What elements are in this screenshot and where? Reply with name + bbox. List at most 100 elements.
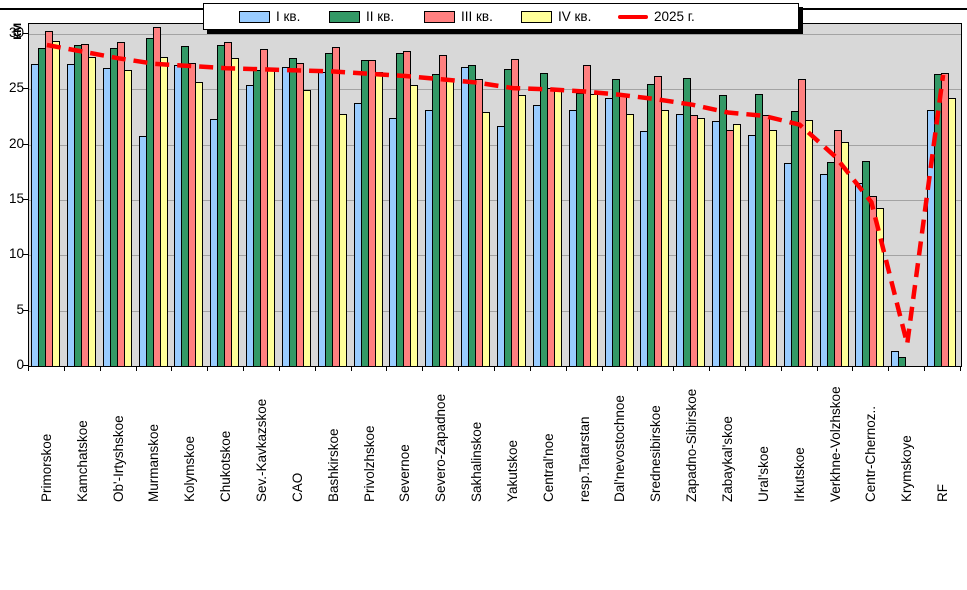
x-tick-mark	[816, 366, 818, 371]
y-tick-label: 15	[8, 190, 24, 206]
bar-IV-10	[410, 85, 419, 366]
x-category-label: Ural'skoe	[755, 446, 771, 502]
x-tick-mark	[960, 366, 961, 371]
x-tick-mark	[207, 366, 209, 371]
x-tick-mark	[494, 366, 495, 371]
y-tick-label: 10	[8, 246, 24, 262]
trend-line-2025	[46, 42, 946, 345]
legend-color-swatch	[521, 10, 552, 23]
y-tick-label: 20	[8, 135, 24, 151]
gridline	[29, 255, 961, 257]
x-category-label: Sev.-Kavkazskoe	[254, 398, 269, 502]
x-category-label: Sakhalinskoe	[469, 421, 485, 502]
x-category-label: Chukotskoe	[218, 430, 234, 502]
x-tick-mark	[852, 366, 854, 371]
x-tick-mark	[135, 366, 137, 371]
x-category-label: Bashkirskoe	[325, 428, 341, 502]
x-tick-mark	[673, 366, 675, 371]
gridline	[29, 144, 961, 146]
legend-color-swatch	[424, 10, 455, 23]
bar-IV-4	[195, 82, 204, 366]
bar-IV-25	[948, 98, 957, 366]
x-category-label: CAO	[289, 472, 305, 502]
legend-label: III кв.	[461, 9, 493, 24]
x-tick-mark	[744, 366, 746, 371]
x-category-label: Krymskoye	[899, 435, 915, 502]
gridline	[29, 199, 961, 201]
x-category-label: Murmanskoe	[146, 423, 162, 502]
bar-II-24	[898, 357, 907, 366]
x-tick-mark	[565, 366, 567, 371]
x-category-label: Severo-Zapadnoe	[433, 393, 449, 502]
x-category-label: resp.Tatarstan	[576, 416, 592, 502]
x-tick-mark	[637, 366, 639, 371]
x-category-label: Privolzhskoe	[361, 425, 377, 502]
x-category-label: Zapadno-Sibirskoe	[684, 388, 700, 502]
legend-item: IV кв.	[521, 4, 591, 29]
x-tick-mark	[386, 366, 388, 371]
x-category-label: Zabaykal'skoe	[720, 416, 735, 502]
x-category-label: Severnoe	[397, 444, 413, 502]
gridline	[29, 33, 961, 35]
bar-IV-18	[697, 118, 706, 366]
bar-IV-5	[231, 58, 240, 366]
y-tick-mark	[23, 198, 28, 200]
bar-IV-22	[840, 142, 849, 366]
legend-color-swatch	[239, 10, 270, 23]
x-tick-mark	[171, 366, 173, 371]
x-tick-mark	[709, 366, 711, 371]
y-tick-mark	[23, 32, 28, 34]
legend-item: 2025 г.	[618, 4, 695, 29]
x-tick-mark	[314, 366, 316, 371]
x-category-label: Kamchatskoe	[74, 420, 90, 502]
legend-label: II кв.	[366, 9, 395, 24]
x-tick-mark	[780, 366, 782, 371]
legend-item: I кв.	[239, 4, 300, 29]
legend-line-sample	[618, 14, 648, 19]
bar-IV-2	[123, 70, 132, 366]
bar-IV-0	[52, 41, 60, 366]
x-tick-mark	[63, 366, 65, 371]
x-category-label: Central'noe	[540, 433, 556, 502]
x-category-label: Srednesibirskoe	[648, 405, 664, 502]
x-category-label: Verkhne-Volzhskoe	[827, 386, 843, 502]
x-tick-mark	[243, 366, 245, 371]
bar-IV-21	[804, 120, 813, 366]
legend: I кв. II кв. III кв. IV кв. 2025 г.	[203, 3, 799, 30]
y-tick-mark	[23, 254, 28, 256]
x-category-label: Dal'nevostochnoe	[612, 395, 628, 502]
legend-label: 2025 г.	[654, 9, 695, 24]
y-tick-mark	[23, 365, 28, 366]
gridline	[29, 310, 961, 312]
y-tick-label: 30	[8, 24, 24, 40]
bar-IV-15	[589, 94, 598, 366]
bar-IV-17	[661, 110, 670, 366]
legend-color-swatch	[329, 10, 360, 23]
y-tick-label: 5	[16, 301, 24, 317]
bar-IV-16	[625, 114, 634, 366]
y-tick-mark	[23, 309, 28, 311]
plot-area	[28, 23, 962, 367]
legend-label: I кв.	[276, 9, 301, 24]
bar-IV-1	[87, 57, 96, 366]
x-tick-mark	[350, 366, 352, 371]
gridline	[29, 89, 961, 91]
bar-IV-20	[768, 130, 777, 366]
x-category-label: Yakutskoe	[504, 439, 520, 502]
bar-IV-12	[482, 112, 491, 366]
y-tick-label: 0	[16, 357, 24, 372]
x-tick-mark	[278, 366, 280, 371]
bar-IV-23	[876, 208, 885, 366]
x-category-label: Ob'-Irtyshskoe	[110, 415, 126, 502]
legend-label: IV кв.	[558, 9, 592, 24]
bar-IV-8	[338, 114, 347, 366]
legend-item: II кв.	[329, 4, 394, 29]
x-category-label: Irkutskoe	[791, 447, 807, 502]
x-category-label: Centr-Chernoz..	[863, 405, 879, 502]
bar-IV-13	[518, 95, 526, 366]
y-tick-mark	[23, 143, 28, 145]
legend-item: III кв.	[424, 4, 493, 29]
x-tick-mark	[422, 366, 424, 371]
x-tick-mark	[28, 366, 29, 371]
